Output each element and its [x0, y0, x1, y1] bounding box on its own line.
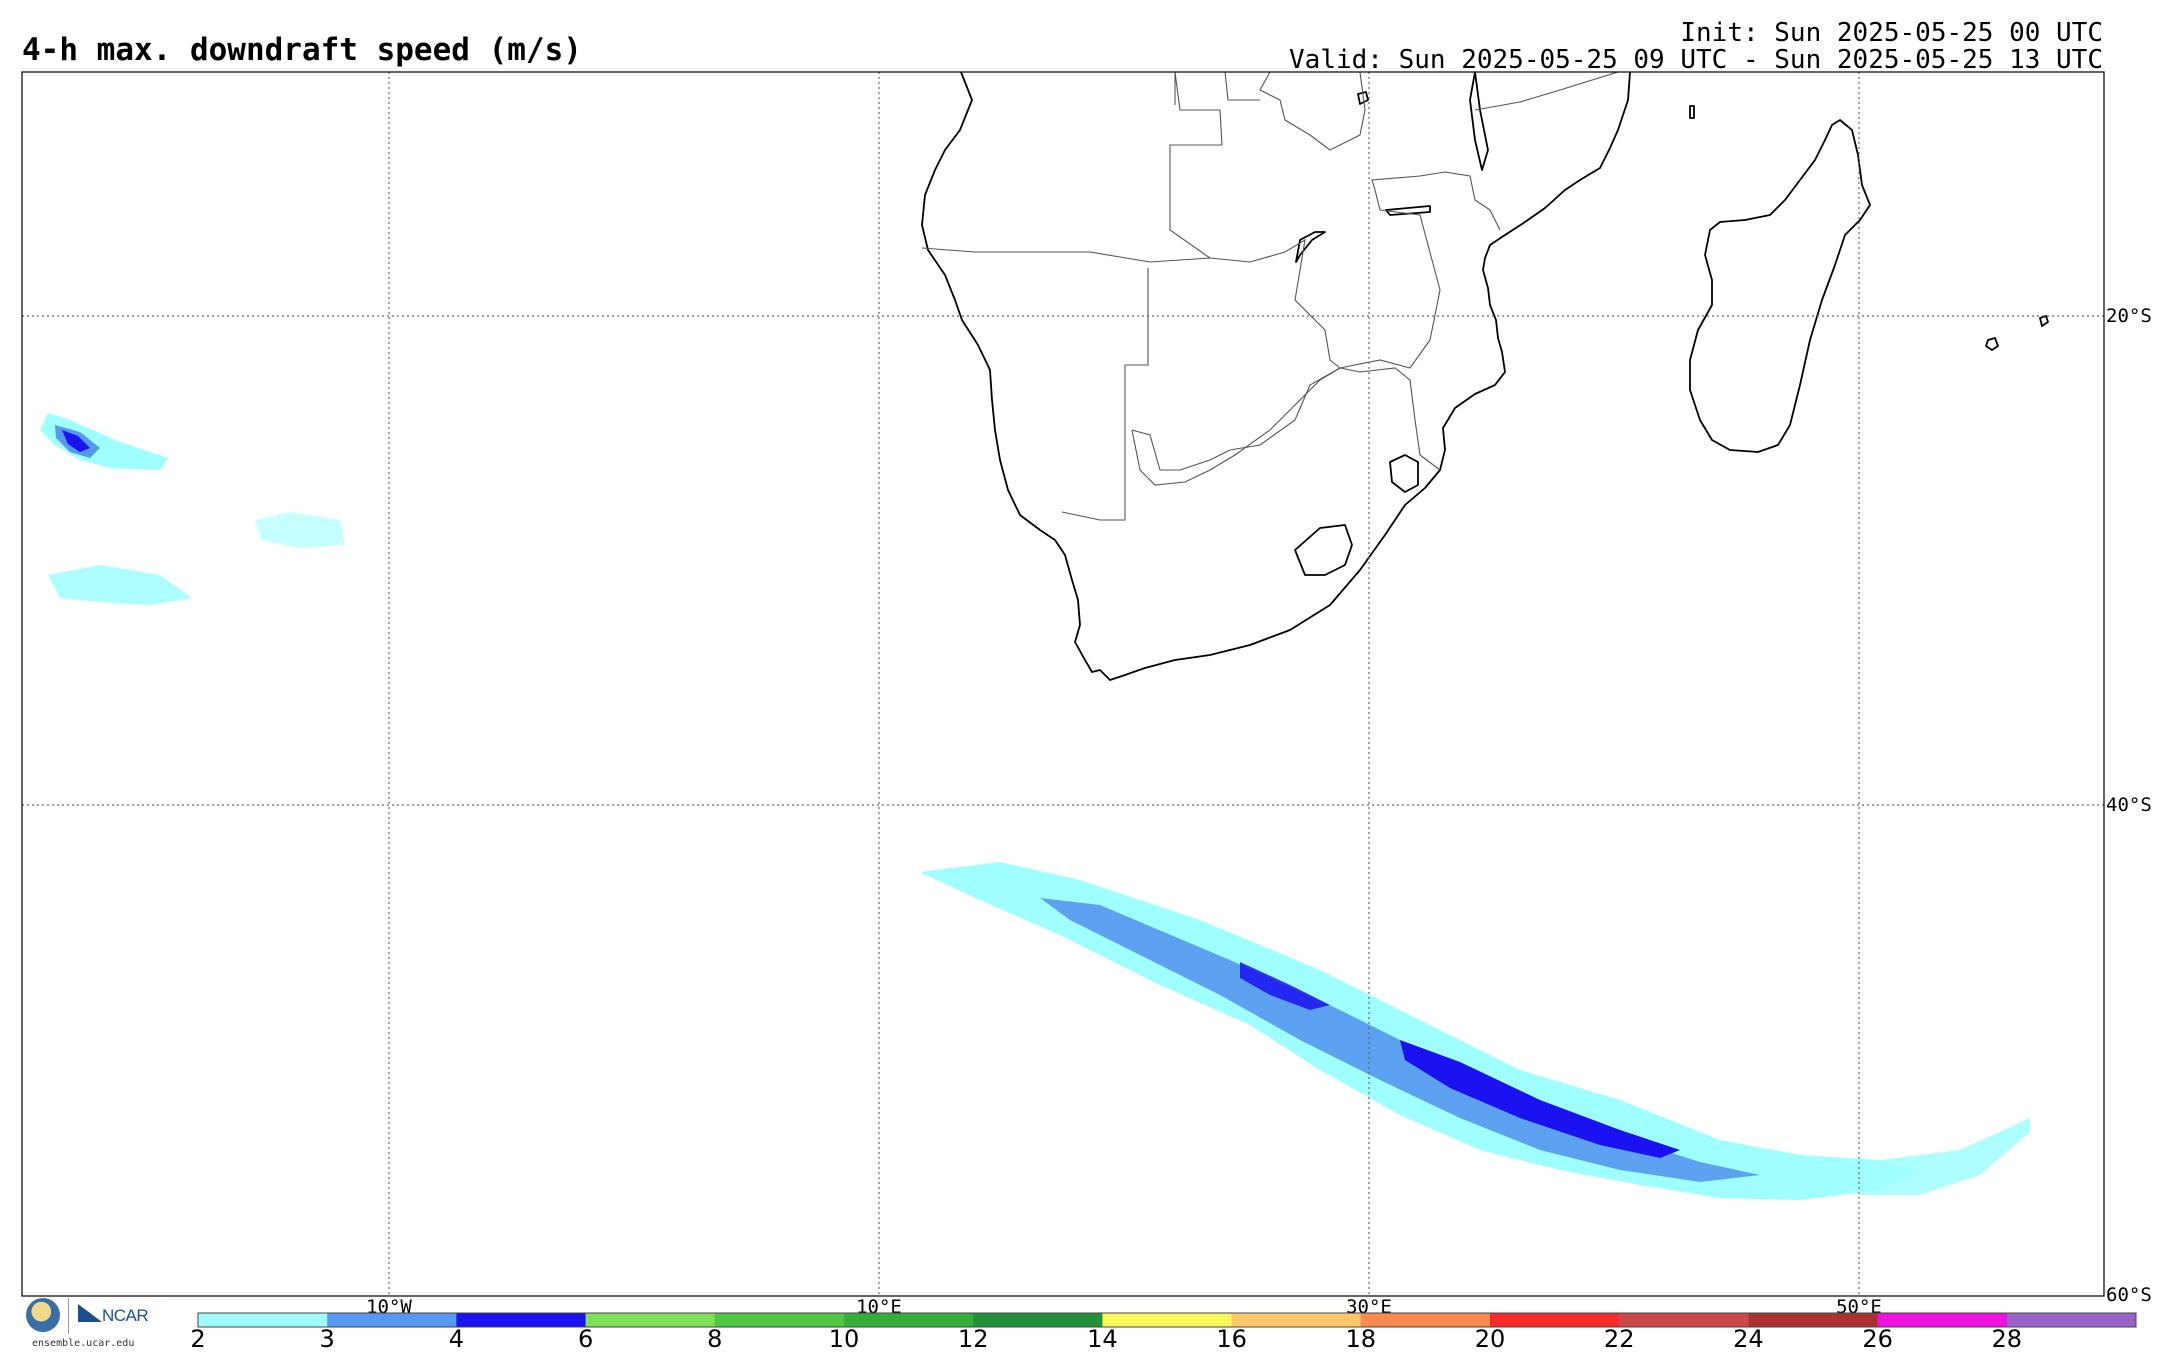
border-angola-zambia: [1169, 72, 1223, 259]
colorbar-swatch: [973, 1313, 1103, 1327]
lesotho-border: [1294, 524, 1353, 576]
lake-cahora: [1385, 205, 1431, 216]
colorbar-frame: [197, 1312, 2137, 1328]
graticule: [22, 72, 2104, 1296]
colorbar-tick-label: 10: [829, 1325, 860, 1353]
lat-label-60s: 60°S: [2106, 1284, 2152, 1306]
colorbar-swatch: [1490, 1313, 1620, 1327]
colorbar-tick-label: 22: [1604, 1325, 1635, 1353]
lat-label-40s: 40°S: [2106, 794, 2152, 816]
map-title: 4-h max. downdraft speed (m/s): [22, 32, 582, 68]
downdraft-shading: [40, 413, 2030, 1200]
colorbar-swatch: [1231, 1313, 1362, 1327]
colorbar-tick-label: 28: [1992, 1325, 2023, 1353]
plot-area: [22, 72, 2104, 1296]
colorbar-swatch: [585, 1313, 716, 1327]
colorbar-swatch: [1102, 1313, 1233, 1327]
colorbar-tick-label: 14: [1087, 1325, 1118, 1353]
colorbar-tick-label: 20: [1475, 1325, 1506, 1353]
colorbar-swatch: [1619, 1313, 1749, 1327]
shading-cyan-west: [40, 413, 168, 470]
site-url: ensemble.ucar.edu: [32, 1338, 135, 1349]
shading-dark-west: [62, 430, 90, 452]
lake-malawi: [1469, 72, 1489, 171]
border-tanzania-mozambique: [1474, 72, 1619, 111]
africa-coastline: [921, 72, 1631, 681]
colorbar-tick-label: 2: [190, 1325, 205, 1353]
time-info: Init: Sun 2025-05-25 00 UTC Valid: Sun 2…: [1289, 20, 2103, 74]
shading-cyan-west2: [48, 565, 192, 605]
eswatini-border: [1389, 454, 1419, 493]
shading-dark-main2: [1240, 962, 1330, 1010]
lake-victoria-part: [1357, 91, 1369, 105]
colorbar-tick-label: 24: [1733, 1325, 1764, 1353]
footer-logos: NCAR ensemble.ucar.edu: [22, 1296, 182, 1354]
border-zimbabwe-mozambique: [1339, 189, 1441, 369]
colorbar-swatch: [327, 1313, 457, 1327]
colorbar-tick-label: 16: [1216, 1325, 1247, 1353]
lake-kariba: [1295, 231, 1326, 263]
shading-dark-main: [1400, 1040, 1680, 1158]
colorbar-tick-label: 6: [578, 1325, 593, 1353]
coastlines: [921, 72, 2049, 681]
colorbar-swatch: [1748, 1313, 1879, 1327]
logo-divider: [68, 1298, 69, 1334]
madagascar-coastline: [1689, 119, 1871, 453]
island-mauritius: [1985, 337, 1999, 351]
ncar-logo-mark: [78, 1304, 102, 1322]
border-drc-zambia: [1174, 72, 1260, 105]
colorbar-swatch: [2006, 1313, 2137, 1327]
island-reunion: [2039, 315, 2049, 327]
border-angola-namibia: [921, 247, 1211, 263]
ncar-logo-text: NCAR: [102, 1306, 149, 1325]
colorbar-tick-label: 8: [707, 1325, 722, 1353]
nsf-logo: [26, 1298, 60, 1332]
valid-time: Valid: Sun 2025-05-25 09 UTC - Sun 2025-…: [1289, 45, 2103, 75]
colorbar: 2 3 4 6 8 10 12 14 16 18 20 22 24 26 28: [190, 1312, 2137, 1353]
country-borders: [921, 72, 1619, 521]
border-tanzania-zambia: [1259, 72, 1366, 151]
colorbar-tick-label: 12: [958, 1325, 989, 1353]
colorbar-tick-label: 26: [1862, 1325, 1893, 1353]
border-botswana-zimbabwe: [1131, 238, 1341, 471]
island-comoros: [1689, 105, 1695, 119]
colorbar-swatch: [844, 1313, 974, 1327]
init-time: Init: Sun 2025-05-25 00 UTC: [1680, 18, 2103, 48]
colorbar-swatch: [456, 1313, 587, 1327]
colorbar-swatch: [198, 1313, 328, 1327]
border-south-africa-north: [1131, 367, 1421, 486]
border-zambia-malawi: [1371, 171, 1501, 231]
border-namibia-botswana: [1061, 268, 1149, 521]
shading-cyan-tail: [1860, 1118, 2030, 1195]
shading-cyan-west3: [255, 512, 345, 548]
colorbar-tick-label: 4: [449, 1325, 464, 1353]
colorbar-tick-label: 3: [320, 1325, 335, 1353]
colorbar-swatch: [1877, 1313, 2008, 1327]
colorbar-tick-label: 18: [1346, 1325, 1377, 1353]
border-mozambique-south-africa: [1419, 454, 1441, 471]
colorbar-swatch: [714, 1313, 845, 1327]
colorbar-swatch: [1360, 1313, 1491, 1327]
plot-frame: [21, 71, 2105, 1297]
lat-label-20s: 20°S: [2106, 305, 2152, 327]
